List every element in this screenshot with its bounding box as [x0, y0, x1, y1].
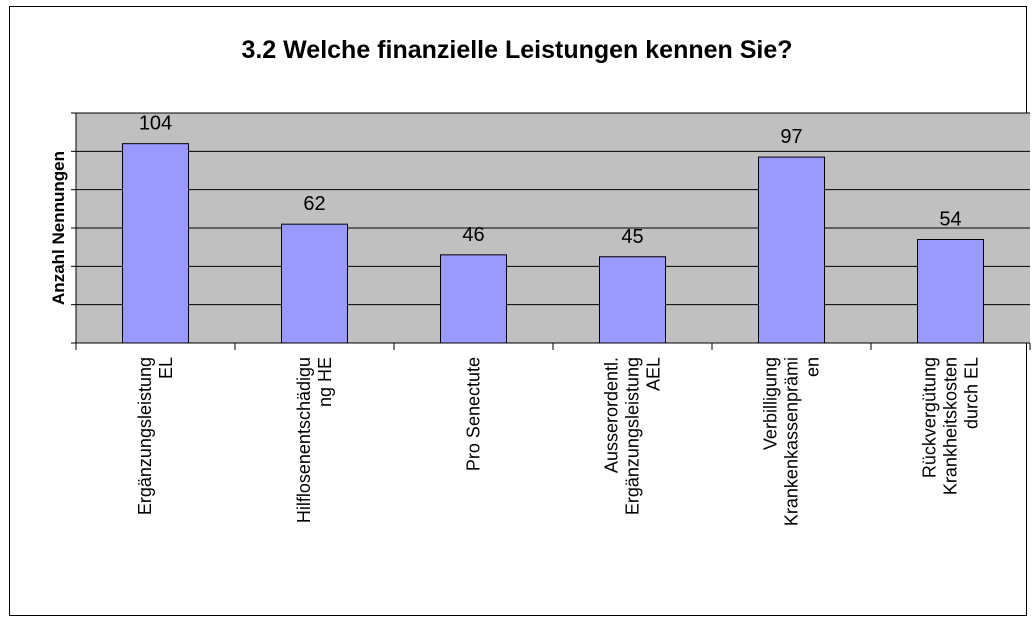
x-tick-label-line: Hilflosenentschädigu [294, 357, 314, 523]
data-label: 54 [939, 209, 961, 231]
bar [917, 239, 984, 344]
x-tick-label-line: ng HE [315, 357, 335, 407]
bar [440, 254, 507, 344]
x-tick-label-line: AEL [644, 357, 664, 391]
data-label: 62 [303, 193, 325, 215]
bar [758, 156, 825, 344]
x-tick-label-line: Ergänzungsleistung [135, 357, 155, 515]
x-tick-label-line: Krankheitskosten [941, 357, 961, 495]
x-tick-label-line: Verbilligung [761, 357, 781, 450]
chart-title: 3.2 Welche finanzielle Leistungen kennen… [241, 36, 792, 64]
x-tick-label: VerbilligungKrankenkassenprämien [761, 357, 823, 526]
bar [599, 256, 666, 344]
x-tick-label-line: Rückvergütung [920, 357, 940, 478]
x-tick-label: RückvergütungKrankheitskostendurch EL [920, 357, 982, 495]
y-axis-label: Anzahl Nennungen [49, 151, 68, 305]
data-label: 97 [780, 126, 802, 148]
x-tick-label-line: Ergänzungsleistung [623, 357, 643, 515]
bar [122, 143, 189, 344]
data-label: 46 [462, 224, 484, 246]
x-tick-label-line: Ausserordentl. [602, 357, 622, 473]
x-tick-label: Hilflosenentschädigung HE [294, 357, 335, 523]
x-tick-label-line: EL [156, 357, 176, 379]
data-label: 45 [621, 226, 643, 248]
x-tick-label: Ausserordentl.ErgänzungsleistungAEL [602, 357, 664, 515]
x-tick-label: ErgänzungsleistungEL [135, 357, 176, 515]
x-tick-label-line: Krankenkassenprämi [782, 357, 802, 526]
data-label: 104 [139, 113, 172, 135]
x-tick-label-line: en [803, 357, 823, 377]
x-tick-label-line: Pro Senectute [464, 357, 484, 471]
bar [281, 223, 348, 344]
x-tick-label: Pro Senectute [464, 357, 484, 471]
x-tick-label-line: durch EL [962, 357, 982, 429]
